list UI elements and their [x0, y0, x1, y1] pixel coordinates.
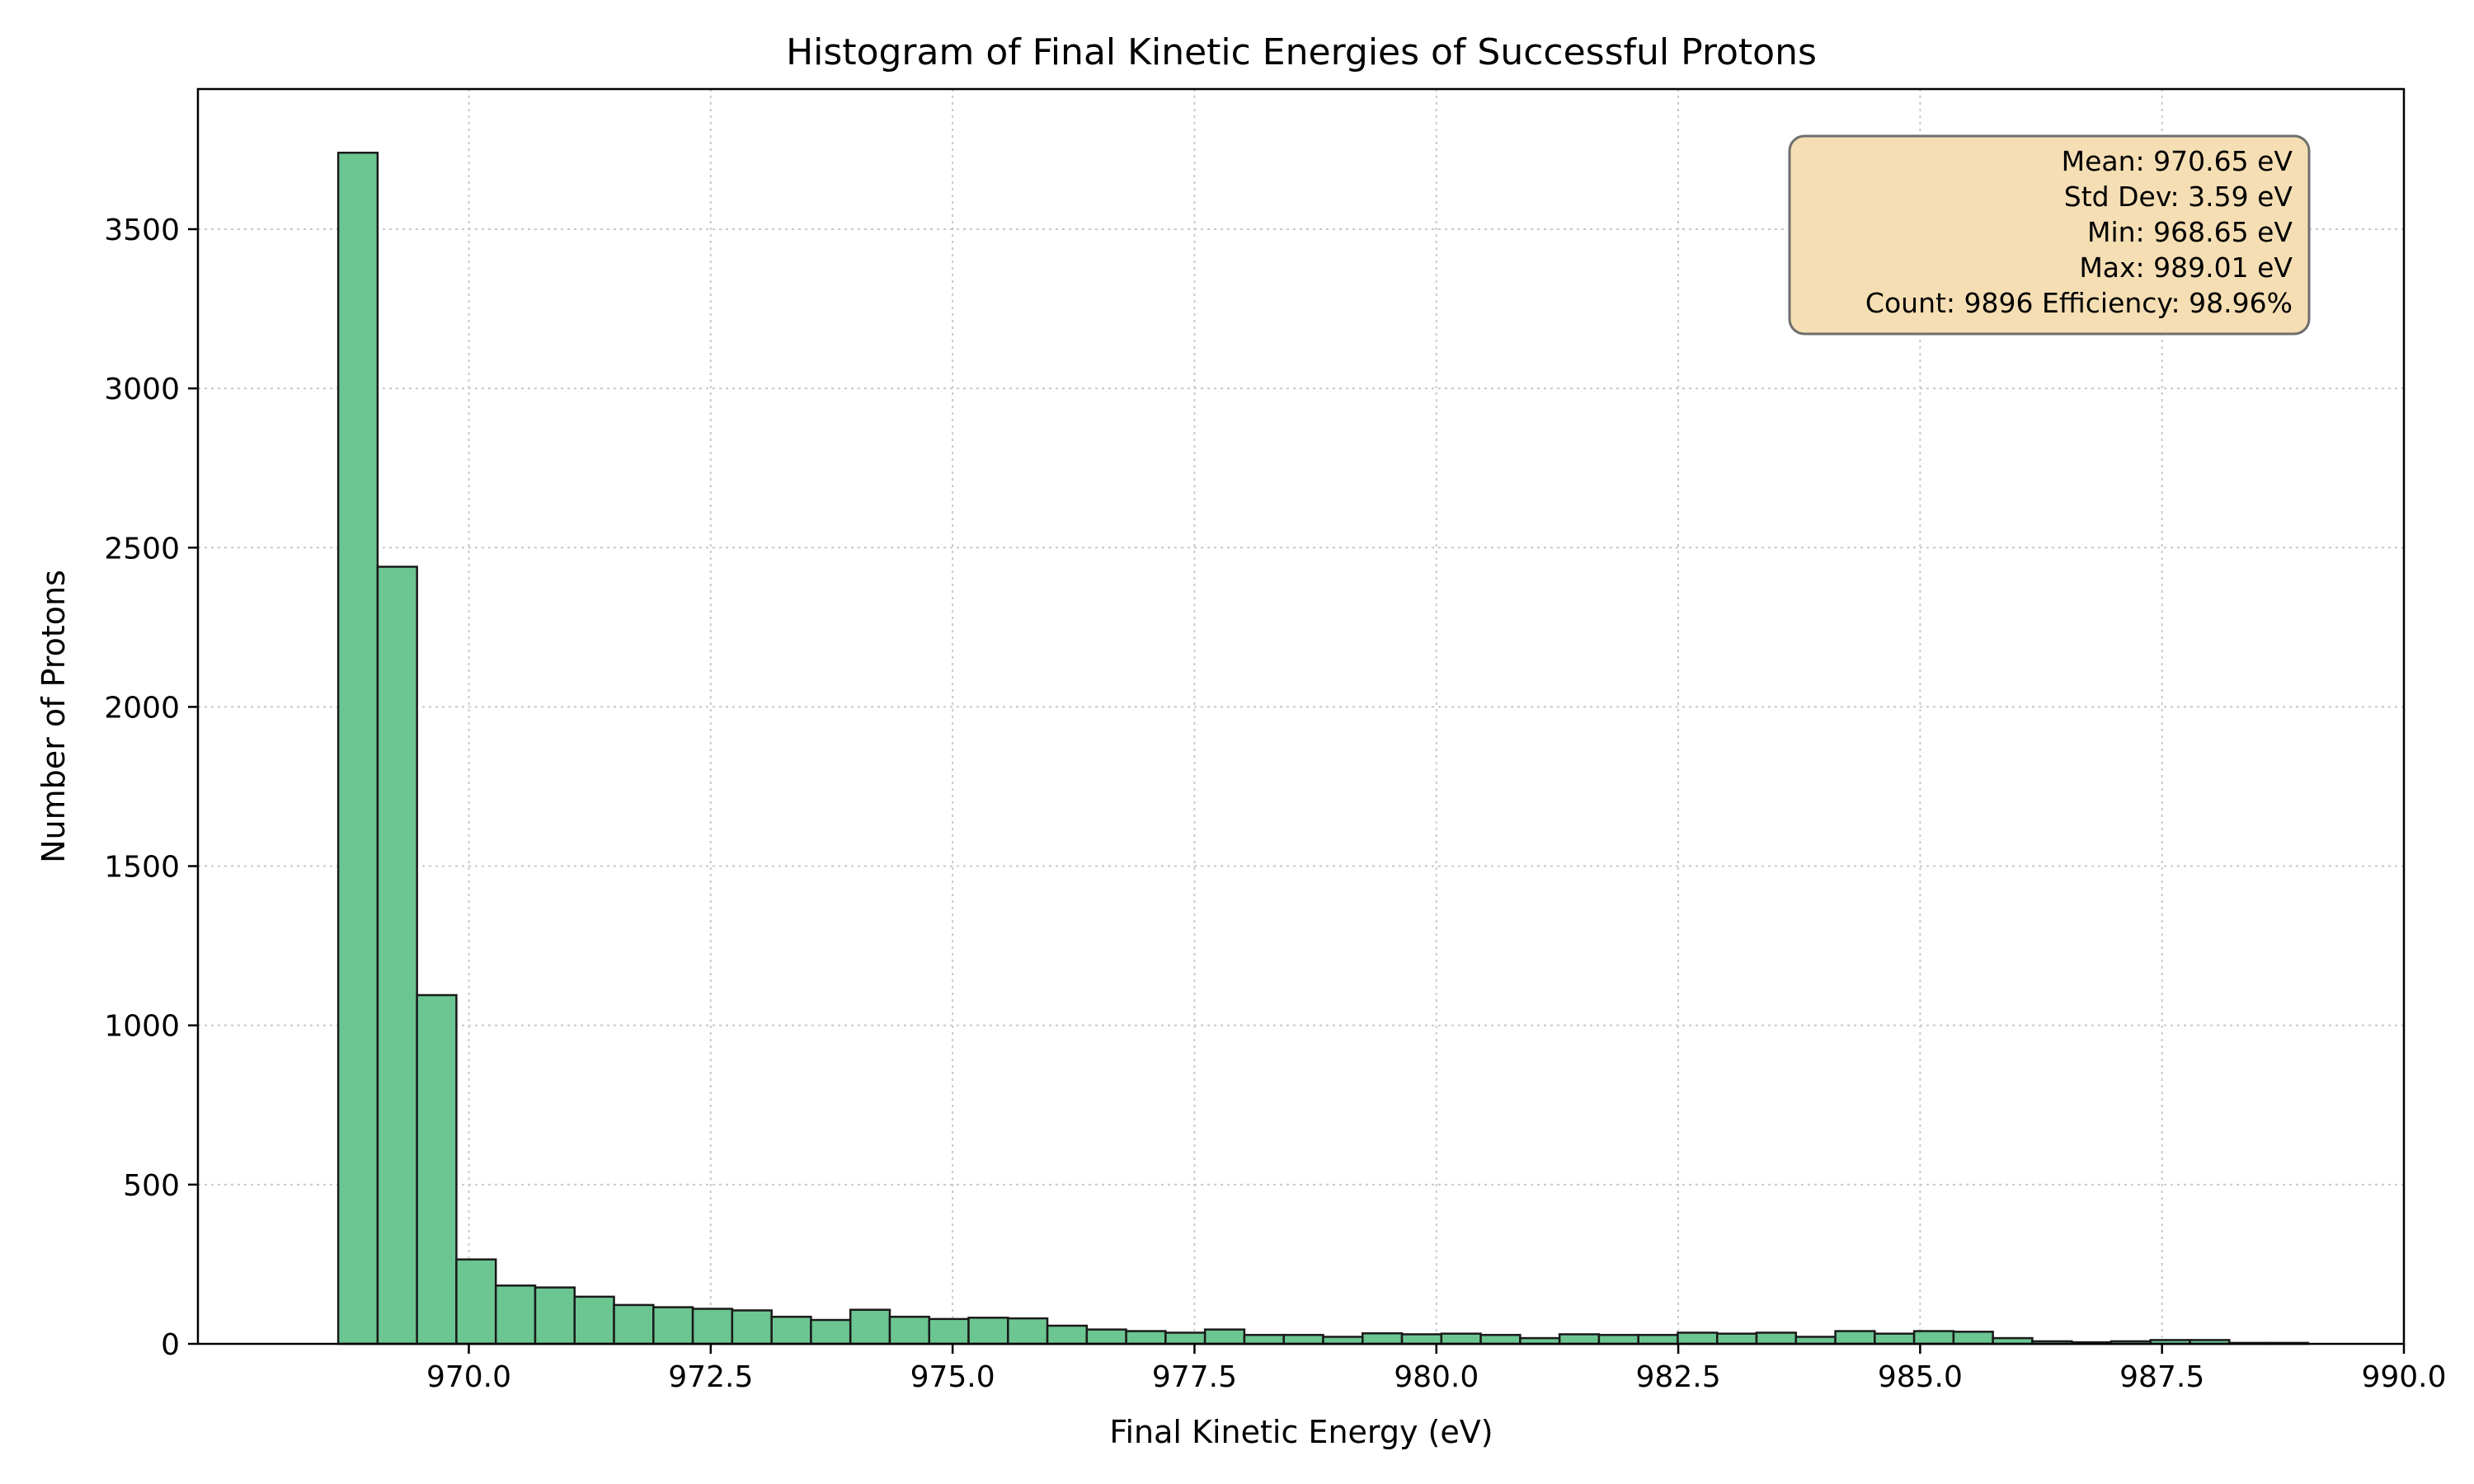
histogram-bar-1 [376, 566, 418, 1345]
y-axis-label: Number of Protons [35, 570, 72, 863]
y-axis-ticks: 0 500 1000 1500 2000 2500 3000 3500 [104, 214, 198, 1362]
histogram-bar-19 [1085, 1328, 1127, 1345]
stat-count-efficiency: Count: 9896 Efficiency: 98.96% [1865, 287, 2293, 319]
histogram-bar-4 [494, 1284, 537, 1345]
plot-frame [196, 87, 2406, 1345]
x-axis-ticks: 970.0 972.5 975.0 977.5 980.0 982.5 985.0 987.5… [426, 1344, 2447, 1394]
histogram-bar-14 [888, 1315, 930, 1345]
histogram-bar-27 [1400, 1333, 1443, 1345]
x-tick-label-6: 985.0 [1878, 1360, 1963, 1394]
histogram-bar-0 [336, 152, 379, 1345]
histogram-bar-17 [1007, 1317, 1049, 1345]
histogram-bar-26 [1362, 1332, 1404, 1345]
histogram-bar-21 [1164, 1331, 1206, 1345]
histogram-bar-32 [1597, 1333, 1639, 1345]
chart-title: Histogram of Final Kinetic Energies of S… [786, 31, 1817, 73]
histogram-bar-40 [1912, 1330, 1955, 1345]
x-tick-label-1: 972.5 [668, 1360, 753, 1394]
x-axis-label: Final Kinetic Energy (eV) [1109, 1414, 1493, 1450]
histogram-bar-6 [573, 1295, 615, 1345]
x-tick-label-4: 980.0 [1394, 1360, 1479, 1394]
histogram-bar-31 [1558, 1333, 1601, 1345]
y-tick-label-5: 2500 [104, 532, 180, 566]
histogram-bar-22 [1203, 1328, 1246, 1345]
histogram-bar-11 [770, 1315, 812, 1345]
y-tick-label-3: 1500 [104, 851, 180, 885]
stats-box-background [1788, 134, 2311, 336]
stat-max: Max: 989.01 eV [2079, 251, 2293, 284]
y-tick-label-1: 500 [123, 1169, 180, 1203]
stat-mean: Mean: 970.65 eV [2062, 145, 2293, 177]
stat-min: Min: 968.65 eV [2087, 216, 2293, 248]
histogram-bar-41 [1952, 1331, 1994, 1345]
y-tick-label-0: 0 [161, 1328, 180, 1362]
histogram-bar-18 [1046, 1324, 1089, 1345]
histogram-bar-10 [731, 1309, 773, 1345]
histogram-bar-20 [1125, 1330, 1167, 1345]
histogram-bar-37 [1794, 1336, 1837, 1345]
histogram-bar-36 [1755, 1331, 1798, 1345]
x-tick-label-2: 975.0 [910, 1360, 995, 1394]
histogram-bar-15 [928, 1317, 970, 1345]
x-tick-label-5: 982.5 [1636, 1360, 1721, 1394]
axes [196, 87, 2406, 1345]
x-tick-label-3: 977.5 [1152, 1360, 1237, 1394]
histogram-bar-35 [1715, 1332, 1758, 1345]
histogram-bar-28 [1440, 1332, 1482, 1345]
histogram-bar-13 [849, 1308, 891, 1345]
histogram-bar-29 [1479, 1333, 1522, 1345]
x-tick-label-7: 987.5 [2119, 1360, 2204, 1394]
y-tick-label-4: 2000 [104, 691, 180, 725]
histogram-bar-2 [416, 993, 458, 1345]
histogram-bar-34 [1677, 1331, 1719, 1345]
histogram-bar-25 [1322, 1336, 1364, 1345]
histogram-bar-23 [1243, 1333, 1285, 1345]
x-tick-label-0: 970.0 [426, 1360, 511, 1394]
histogram-bar-8 [652, 1306, 694, 1345]
histogram-bar-16 [967, 1317, 1009, 1345]
stats-box: Mean: 970.65 eV Std Dev: 3.59 eV Min: 96… [1788, 134, 2311, 336]
y-tick-label-7: 3500 [104, 214, 180, 247]
stat-std-dev: Std Dev: 3.59 eV [2064, 181, 2293, 213]
histogram-bar-39 [1874, 1332, 1916, 1345]
y-tick-label-6: 3000 [104, 373, 180, 406]
y-tick-label-2: 1000 [104, 1010, 180, 1044]
histogram-bar-5 [534, 1286, 576, 1345]
histogram-bar-12 [810, 1318, 852, 1345]
histogram-bar-3 [455, 1258, 497, 1345]
histogram-bar-7 [613, 1303, 655, 1345]
x-tick-label-8: 990.0 [2361, 1360, 2446, 1394]
histogram-bar-9 [691, 1308, 734, 1345]
histogram-bar-33 [1637, 1333, 1679, 1345]
histogram-bar-24 [1282, 1333, 1324, 1345]
histogram-bar-38 [1834, 1330, 1876, 1345]
